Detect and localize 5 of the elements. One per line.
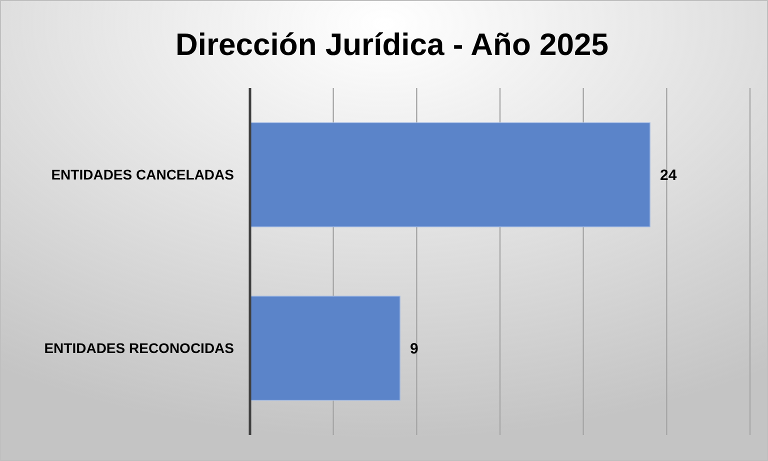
chart-title: Dirección Jurídica - Año 2025	[175, 27, 609, 62]
y-tick-label: ENTIDADES CANCELADAS	[51, 166, 234, 183]
data-label: 9	[410, 340, 418, 358]
data-label: 24	[660, 167, 678, 184]
y-tick-label: ENTIDADES RECONOCIDAS	[44, 340, 234, 356]
